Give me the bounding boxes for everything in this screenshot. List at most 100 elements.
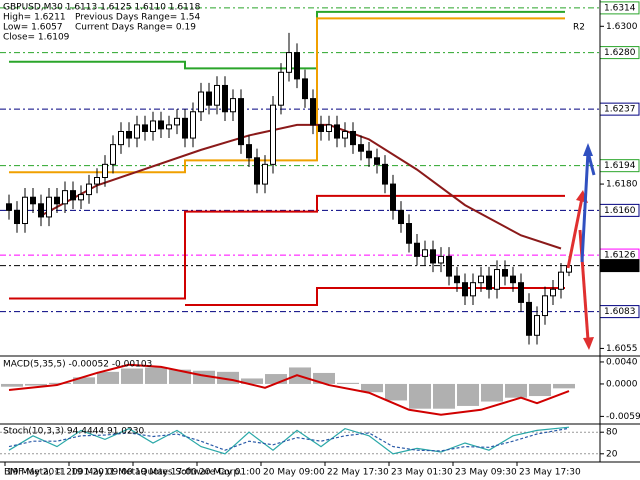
candle-body [454, 275, 460, 284]
candle-body [462, 282, 468, 297]
candle-body [38, 203, 44, 218]
annotation: R2 [573, 23, 585, 33]
candle-body [46, 196, 52, 218]
candle-body [326, 124, 332, 132]
candle-body [166, 124, 172, 130]
candle-body [278, 71, 284, 106]
panel-title: Stoch(10,3,3) 94.4444 91.0230 [3, 427, 144, 437]
candle-body [142, 124, 148, 132]
candle-body [294, 52, 300, 80]
level-label: 1.6280 [604, 48, 636, 58]
histogram-bar [241, 378, 263, 384]
candle-body [494, 269, 500, 290]
histogram-bar [385, 383, 407, 401]
forecast-arrow [566, 197, 584, 269]
candle-body [358, 144, 364, 152]
candle-body [422, 249, 428, 257]
candle-body [190, 111, 196, 139]
candle-body [222, 84, 228, 113]
histogram-bar [553, 383, 575, 389]
candle-body [254, 157, 260, 185]
level-label: 1.6314 [604, 3, 636, 13]
candle-body [398, 209, 404, 225]
level-label: 1.6126 [604, 251, 636, 261]
histogram-bar [169, 369, 191, 384]
candle-body [446, 255, 452, 277]
candle-body [478, 275, 484, 284]
indicator-line [8, 427, 570, 452]
candle-body [550, 288, 556, 297]
candle-body [318, 124, 324, 132]
candle-body [558, 271, 564, 290]
x-tick-label: 20 May 09:00 [263, 468, 325, 478]
arrow-head [583, 337, 594, 350]
annotation: Previous Days Range= 1.54 [75, 13, 200, 23]
candle-body [534, 315, 540, 336]
y-tick-label: 1.6180 [606, 180, 638, 190]
candle-body [22, 196, 28, 225]
candle-body [78, 194, 84, 201]
annotation: Current Days Range= 0.19 [75, 23, 196, 33]
candle-body [374, 157, 380, 165]
candle-body [414, 242, 420, 257]
candle-body [70, 190, 76, 201]
candle-body [158, 120, 164, 130]
level-label: 1.6194 [604, 161, 636, 171]
level-label: 1.6160 [604, 206, 636, 216]
candle-body [526, 301, 532, 336]
candle-body [134, 124, 140, 139]
candle-body [334, 124, 340, 139]
candle-body [14, 209, 20, 225]
footer: BMF-Meta, © 2001-2011 MetaQuotes Softwar… [4, 468, 242, 478]
candle-body [6, 203, 12, 211]
candle-body [62, 190, 68, 205]
histogram-bar [409, 383, 431, 409]
candle-body [542, 295, 548, 317]
histogram-bar [313, 372, 335, 384]
histogram-bar [1, 383, 23, 387]
y-tick-label: -0.0059 [606, 412, 640, 422]
x-tick-label: 19 May 09:00 [71, 468, 133, 478]
indicator-line [185, 286, 565, 307]
y-tick-label: 1.6300 [606, 22, 638, 32]
annotation: Low= 1.6057 [3, 23, 63, 33]
histogram-bar [121, 368, 143, 384]
candle-body [174, 117, 180, 126]
chart-title: GBPUSD,M30 1.6113 1.6125 1.6110 1.6118 [3, 3, 201, 13]
annotation: Close= 1.6109 [3, 33, 70, 43]
candle-body [270, 104, 276, 165]
x-tick-label: 19 May 2011 [7, 468, 66, 478]
y-tick-label: 1.6055 [606, 344, 638, 354]
arrow-head [583, 143, 593, 156]
histogram-bar [505, 383, 527, 398]
candle-body [30, 196, 36, 205]
indicator-line [9, 17, 565, 174]
x-tick-label: 23 May 17:30 [519, 468, 581, 478]
candle-body [246, 144, 252, 159]
candle-body [126, 130, 132, 139]
histogram-bar [361, 383, 383, 393]
histogram-bar [265, 374, 287, 384]
candle-body [382, 163, 388, 185]
x-tick-label: 20 May 01:00 [199, 468, 261, 478]
annotation: High= 1.6211 [3, 13, 66, 23]
x-tick-label: 23 May 01:30 [391, 468, 453, 478]
candle-body [486, 275, 492, 290]
panel-title: MACD(5,35,5) -0.00052 -0.00103 [3, 360, 152, 370]
candle-body [238, 98, 244, 146]
candle-body [198, 91, 204, 113]
candle-body [94, 177, 100, 185]
y-tick-label: 80 [606, 428, 618, 438]
candle-body [502, 269, 508, 277]
indicator-line [8, 363, 570, 416]
candle-body [214, 84, 220, 106]
candle-body [302, 78, 308, 100]
y-tick-label: 0.0040 [606, 357, 638, 367]
candle-body [86, 183, 92, 196]
histogram-bar [337, 382, 359, 384]
candle-body [510, 275, 516, 284]
candle-body [342, 130, 348, 139]
